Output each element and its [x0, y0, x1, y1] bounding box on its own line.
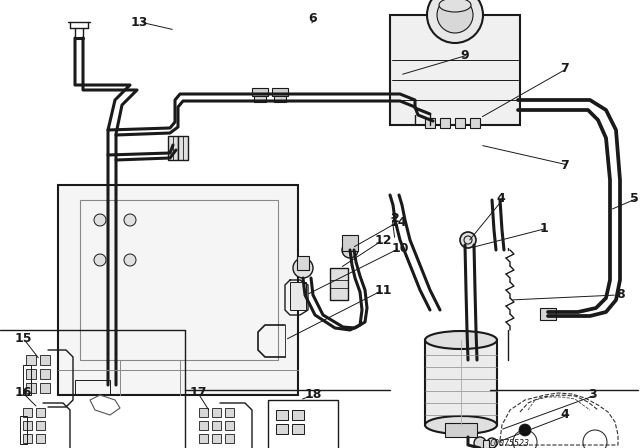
Circle shape	[460, 232, 476, 248]
Text: 17: 17	[190, 387, 207, 400]
Text: 9: 9	[460, 48, 468, 61]
Bar	[75, 380, 110, 395]
Bar	[268, 400, 338, 448]
Ellipse shape	[425, 331, 497, 349]
Circle shape	[94, 214, 106, 226]
Text: 3: 3	[588, 388, 596, 401]
Bar	[36, 408, 45, 417]
Bar	[23, 365, 31, 395]
Bar	[254, 96, 266, 102]
Bar	[199, 421, 208, 430]
Bar	[178, 136, 188, 160]
Bar	[483, 440, 489, 448]
Text: 4: 4	[560, 409, 569, 422]
Bar	[40, 369, 50, 379]
Circle shape	[519, 424, 531, 436]
Ellipse shape	[439, 0, 471, 12]
Bar	[23, 408, 32, 417]
Bar	[199, 408, 208, 417]
Bar	[390, 15, 520, 125]
Ellipse shape	[425, 416, 497, 434]
Bar	[80, 200, 278, 360]
Bar	[342, 235, 358, 251]
Text: 7: 7	[560, 159, 569, 172]
Bar	[26, 383, 36, 393]
Circle shape	[342, 242, 358, 258]
Text: 18: 18	[305, 388, 323, 401]
Text: 15: 15	[15, 332, 33, 345]
Bar	[58, 185, 298, 395]
Text: 7: 7	[560, 61, 569, 74]
Bar	[168, 136, 178, 160]
Bar	[252, 88, 268, 96]
Circle shape	[427, 0, 483, 43]
Bar	[276, 410, 288, 420]
Bar	[455, 118, 465, 128]
Text: 8: 8	[616, 289, 625, 302]
Bar	[23, 421, 32, 430]
Bar	[212, 408, 221, 417]
Bar	[425, 340, 497, 425]
Text: 2: 2	[391, 211, 400, 224]
Text: 10: 10	[392, 241, 410, 254]
Bar	[292, 424, 304, 434]
Text: 13: 13	[131, 16, 148, 29]
Bar	[40, 383, 50, 393]
Circle shape	[437, 0, 473, 33]
Bar	[540, 308, 556, 320]
Circle shape	[487, 438, 497, 448]
Bar	[290, 282, 306, 310]
Circle shape	[293, 258, 313, 278]
Bar	[212, 421, 221, 430]
Bar	[225, 408, 234, 417]
Bar	[212, 434, 221, 443]
Text: 14: 14	[390, 215, 408, 228]
Bar	[20, 416, 27, 444]
Bar	[425, 118, 435, 128]
Bar	[297, 256, 309, 270]
Bar	[199, 434, 208, 443]
Bar	[470, 118, 480, 128]
Bar	[23, 434, 32, 443]
Text: 12: 12	[375, 233, 392, 246]
Bar	[292, 410, 304, 420]
Text: 5: 5	[630, 191, 639, 204]
Bar	[36, 421, 45, 430]
Bar	[440, 118, 450, 128]
Text: 4: 4	[496, 191, 505, 204]
Text: C0075523: C0075523	[490, 439, 530, 448]
Bar	[26, 369, 36, 379]
Bar	[36, 434, 45, 443]
Bar	[274, 96, 286, 102]
Bar	[40, 355, 50, 365]
Circle shape	[474, 437, 486, 448]
Text: 6: 6	[308, 12, 317, 25]
Text: 11: 11	[375, 284, 392, 297]
Bar	[26, 355, 36, 365]
Text: 1: 1	[540, 221, 548, 234]
Bar	[225, 434, 234, 443]
Bar	[225, 421, 234, 430]
Bar	[276, 424, 288, 434]
Circle shape	[94, 254, 106, 266]
Text: 16: 16	[15, 387, 33, 400]
Circle shape	[124, 214, 136, 226]
Circle shape	[124, 254, 136, 266]
Bar	[272, 88, 288, 96]
Bar	[445, 423, 477, 437]
Bar	[330, 268, 348, 300]
